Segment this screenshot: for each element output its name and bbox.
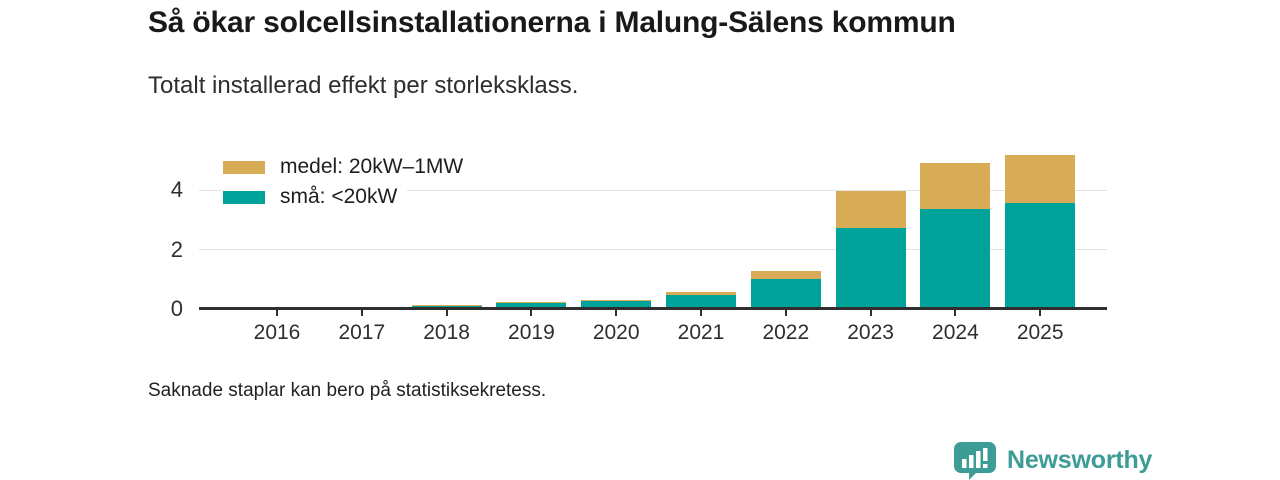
bar-segment bbox=[666, 291, 736, 295]
x-axis-line bbox=[199, 307, 1107, 310]
x-tick-label: 2024 bbox=[932, 321, 979, 344]
y-tick-label: 4 bbox=[170, 177, 183, 203]
y-tick-label: 0 bbox=[170, 296, 183, 321]
legend-label: medel: 20kW–1MW bbox=[280, 155, 464, 178]
x-tick-label: 2016 bbox=[253, 321, 301, 344]
x-tick-label: 2023 bbox=[847, 321, 894, 344]
bar-segment bbox=[581, 301, 652, 309]
bar-segment bbox=[750, 279, 821, 309]
bar-segment bbox=[750, 271, 821, 280]
bar-segment bbox=[411, 304, 482, 307]
x-tick-label: 2017 bbox=[338, 321, 386, 344]
bar-segment bbox=[920, 209, 991, 309]
x-tick bbox=[360, 309, 363, 316]
x-tick bbox=[784, 309, 787, 316]
legend-label: små: <20kW bbox=[280, 185, 398, 208]
x-tick-label: 2022 bbox=[762, 321, 810, 344]
x-tick bbox=[700, 309, 702, 316]
legend-swatch bbox=[223, 160, 265, 174]
legend-swatch bbox=[223, 190, 265, 204]
chart-subtitle: Totalt installerad effekt per storlekskl… bbox=[148, 72, 579, 99]
y-gridline bbox=[199, 189, 1107, 191]
x-tick bbox=[869, 309, 872, 316]
x-tick bbox=[530, 309, 533, 316]
x-tick-label: 2020 bbox=[592, 321, 640, 344]
x-tick bbox=[954, 309, 957, 316]
legend-item: medel: 20kW–1MW bbox=[223, 153, 474, 181]
footnote: Saknade staplar kan bero på statistiksek… bbox=[148, 380, 547, 401]
bar-segment bbox=[835, 228, 906, 309]
newsworthy-icon bbox=[953, 441, 997, 480]
bar-segment bbox=[1005, 203, 1076, 309]
plot-area: 0 2 4 2016 2017 2018 2019 2020 2021 2022 2023 2024 2… bbox=[171, 140, 1107, 344]
x-tick bbox=[276, 309, 278, 316]
x-tick-label: 2025 bbox=[1016, 321, 1064, 344]
x-tick-label: 2021 bbox=[677, 321, 725, 344]
bar-segment bbox=[496, 302, 567, 309]
x-tick-label: 2018 bbox=[423, 321, 470, 344]
bar-segment bbox=[496, 301, 567, 303]
bar-segment bbox=[666, 294, 736, 309]
bar-segment bbox=[581, 299, 652, 302]
newsworthy-logo: Newsworthy bbox=[953, 441, 1152, 480]
x-tick bbox=[445, 309, 448, 316]
logo-wordmark: Newsworthy bbox=[1007, 446, 1153, 474]
x-tick-label: 2019 bbox=[508, 321, 555, 344]
x-tick bbox=[1039, 309, 1042, 316]
bar-segment bbox=[920, 162, 991, 210]
y-gridline bbox=[199, 249, 1107, 251]
bar-segment bbox=[835, 190, 906, 229]
chart-title: Så ökar solcellsinstallationerna i Malun… bbox=[148, 6, 956, 39]
legend-item: små: <20kW bbox=[223, 183, 408, 211]
y-tick-label: 2 bbox=[170, 236, 183, 262]
bar-segment bbox=[1005, 154, 1076, 204]
x-tick bbox=[615, 309, 618, 316]
